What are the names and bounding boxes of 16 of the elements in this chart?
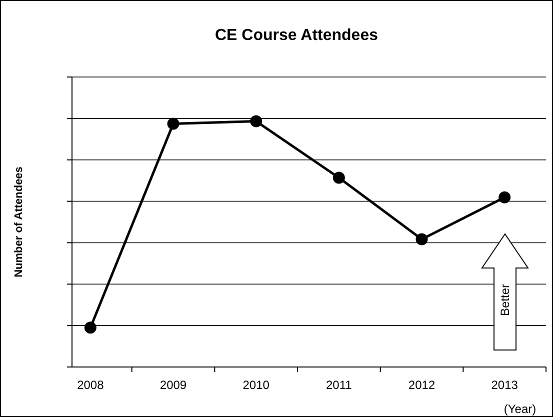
- point: [167, 118, 180, 130]
- point: [416, 233, 428, 246]
- point: [332, 172, 345, 184]
- x-tick-label: 2012: [408, 378, 436, 392]
- annotation: Better: [498, 284, 512, 316]
- point: [84, 322, 96, 334]
- x-tick-label: 2010: [242, 378, 270, 392]
- point: [498, 191, 511, 204]
- x-tick-label: 2009: [160, 378, 187, 392]
- y-axis-title: Number of Attendees: [13, 166, 25, 278]
- chart-title: CE Course Attendees: [215, 27, 378, 44]
- x-tick-label: 2008: [77, 378, 104, 392]
- x-tick-label: 2011: [326, 378, 352, 392]
- point: [250, 115, 262, 128]
- x-tick-label: 2013: [491, 378, 518, 392]
- x-axis-title: (Year): [504, 402, 536, 416]
